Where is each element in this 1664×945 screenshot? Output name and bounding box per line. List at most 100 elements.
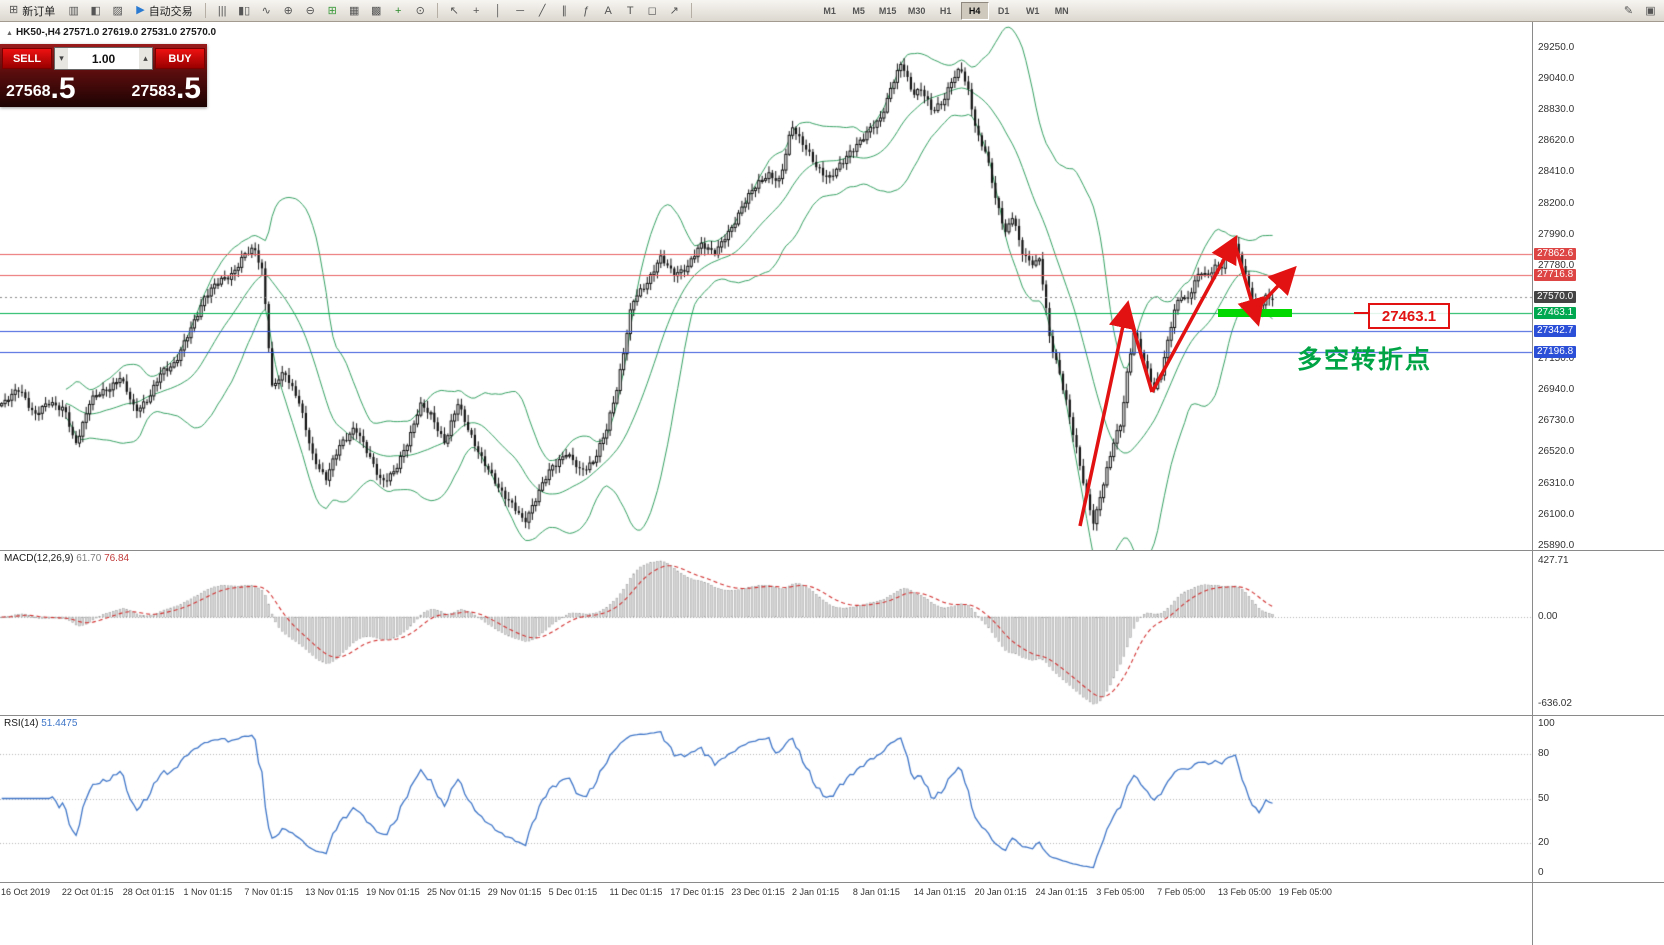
time-label: 19 Feb 05:00 — [1278, 887, 1332, 897]
main-chart-plot[interactable]: ▲ HK50-,H4 27571.0 27619.0 27531.0 27570.… — [0, 22, 1532, 550]
toolbar-separator — [204, 3, 206, 18]
buy-price[interactable]: 27583.5 — [131, 74, 201, 104]
sell-price[interactable]: 27568.5 — [6, 74, 76, 104]
channel-icon[interactable]: ∥ — [561, 5, 567, 17]
rsi-canvas[interactable] — [0, 716, 1532, 881]
timeframe-m1[interactable]: M1 — [823, 5, 836, 16]
tile-windows-icon[interactable]: ⊞ — [327, 5, 337, 17]
auto-trading-label: 自动交易 — [148, 5, 193, 18]
layout-icon[interactable]: ▣ — [1645, 5, 1656, 17]
buy-price-big: .5 — [175, 72, 201, 105]
time-scale-corner — [1532, 883, 1664, 945]
time-label: 16 Oct 2019 — [1, 887, 51, 897]
price-scale-label: 26100.0 — [1538, 508, 1575, 520]
timeframe-d1[interactable]: D1 — [997, 5, 1010, 16]
drawing-tools-group: ↖ + │ ─ ╱ ∥ ƒ A T ◻ ↗ — [444, 1, 685, 20]
timeframe-m30[interactable]: M30 — [907, 5, 926, 16]
timeframe-h1[interactable]: H1 — [939, 5, 952, 16]
time-label: 17 Dec 01:15 — [670, 887, 724, 897]
rsi-axis-label: 20 — [1538, 837, 1550, 849]
pivot-point-label[interactable]: 多空转折点 — [1297, 346, 1433, 374]
macd-axis-label: -636.02 — [1538, 698, 1572, 709]
pencil-icon[interactable]: ✎ — [1623, 5, 1634, 17]
time-label: 22 Oct 01:15 — [61, 887, 114, 897]
auto-trading-button[interactable]: ▶ 自动交易 — [130, 2, 198, 20]
market-watch-icon[interactable]: ◧ — [90, 5, 101, 17]
price-scale-label: 27990.0 — [1538, 228, 1575, 240]
order-controls-row: SELL ▾ ▴ BUY — [0, 44, 207, 72]
sell-button[interactable]: SELL — [2, 48, 52, 69]
rsi-name: RSI(14) — [4, 718, 39, 729]
time-label: 13 Feb 05:00 — [1218, 887, 1272, 897]
buy-button[interactable]: BUY — [155, 48, 205, 69]
highlight-bar[interactable] — [1218, 309, 1292, 317]
timeframe-m5[interactable]: M5 — [852, 5, 865, 16]
toolbar-right-group: ✎ ▣ — [1618, 1, 1661, 20]
charts-icon[interactable]: ▥ — [68, 5, 79, 17]
period-icon[interactable]: ⊙ — [415, 5, 425, 17]
macd-axis-label: 427.71 — [1538, 555, 1569, 566]
time-axis[interactable]: 16 Oct 2019 22 Oct 01:15 28 Oct 01:15 1 Nov… — [0, 883, 1532, 945]
fibonacci-icon[interactable]: ƒ — [583, 4, 590, 17]
time-axis-row: 16 Oct 2019 22 Oct 01:15 28 Oct 01:15 1 Nov… — [0, 882, 1664, 945]
price-scale[interactable]: 29250.0 29040.0 28830.0 28620.0 28410.0 28200… — [1532, 22, 1664, 550]
time-label: 28 Oct 01:15 — [122, 887, 175, 897]
line-chart-icon[interactable]: ∿ — [261, 5, 271, 17]
candlestick-icon[interactable]: ▮▯ — [238, 5, 251, 17]
window-icons-group: ▥ ◧ ▨ — [63, 1, 128, 20]
volume-input[interactable] — [68, 50, 139, 67]
navigator-icon[interactable]: ▨ — [112, 5, 123, 17]
arrange-icon[interactable]: ▦ — [348, 5, 360, 17]
price-tag: 27570.0 — [1534, 290, 1577, 303]
add-indicator-icon[interactable]: + — [394, 4, 402, 17]
price-scale-label: 29040.0 — [1538, 73, 1575, 85]
cursor-icon[interactable]: ↖ — [449, 5, 459, 17]
trendline-icon[interactable]: ╱ — [538, 5, 546, 17]
timeframe-group: M1 M5 M15 M30 H1 H4 D1 W1 MN — [816, 1, 1076, 20]
horizontal-line-icon[interactable]: ─ — [516, 4, 525, 17]
main-chart-row: ▲ HK50-,H4 27571.0 27619.0 27531.0 27570.… — [0, 22, 1664, 550]
volume-decrease-button[interactable]: ▾ — [55, 48, 68, 69]
macd-canvas[interactable] — [0, 551, 1532, 714]
rsi-label: RSI(14) 51.4475 — [4, 718, 77, 729]
time-label: 19 Nov 01:15 — [366, 887, 420, 897]
sell-price-big: .5 — [50, 72, 76, 105]
time-label: 13 Nov 01:15 — [305, 887, 359, 897]
bar-chart-icon[interactable]: ||| — [217, 4, 227, 17]
macd-name: MACD(12,26,9) — [4, 553, 74, 564]
price-tag: 27862.6 — [1534, 247, 1577, 260]
time-label: 8 Jan 01:15 — [852, 887, 900, 897]
cascade-icon[interactable]: ▩ — [370, 5, 382, 17]
macd-scale[interactable]: 427.71 0.00 -636.02 — [1532, 551, 1664, 715]
text-icon[interactable]: A — [604, 4, 612, 17]
arrow-objects-icon[interactable]: ↗ — [669, 5, 679, 17]
time-label: 25 Nov 01:15 — [426, 887, 481, 897]
time-label: 2 Jan 01:15 — [792, 887, 840, 897]
new-order-button[interactable]: ⊞ 新订单 — [3, 2, 61, 20]
timeframe-h4[interactable]: H4 — [960, 1, 989, 20]
macd-plot[interactable]: MACD(12,26,9) 61.70 76.84 — [0, 551, 1532, 715]
rsi-scale[interactable]: 100 80 50 20 0 — [1532, 716, 1664, 882]
rsi-plot[interactable]: RSI(14) 51.4475 — [0, 716, 1532, 882]
macd-label: MACD(12,26,9) 61.70 76.84 — [4, 553, 129, 564]
timeframe-m15[interactable]: M15 — [878, 5, 897, 16]
label-icon[interactable]: T — [626, 4, 634, 17]
price-annotation-box[interactable]: 27463.1 — [1368, 303, 1450, 329]
rsi-axis-label: 50 — [1538, 792, 1550, 804]
shapes-icon[interactable]: ◻ — [647, 5, 657, 17]
time-label: 11 Dec 01:15 — [609, 887, 663, 897]
crosshair-icon[interactable]: + — [472, 4, 480, 17]
zoom-out-icon[interactable]: ⊖ — [305, 5, 315, 17]
time-label: 3 Feb 05:00 — [1096, 887, 1145, 897]
zoom-in-icon[interactable]: ⊕ — [283, 5, 293, 17]
timeframe-mn[interactable]: MN — [1054, 5, 1069, 16]
vertical-line-icon[interactable]: │ — [494, 4, 502, 17]
candlestick-chart-canvas[interactable] — [0, 22, 1532, 550]
price-scale-label: 26730.0 — [1538, 415, 1575, 427]
time-label: 1 Nov 01:15 — [183, 887, 233, 897]
volume-increase-button[interactable]: ▴ — [139, 48, 152, 69]
new-order-icon: ⊞ — [9, 4, 19, 16]
order-prices-row: 27568.5 27583.5 — [0, 72, 207, 104]
timeframe-w1[interactable]: W1 — [1025, 5, 1040, 16]
rsi-axis-label: 0 — [1538, 867, 1544, 878]
